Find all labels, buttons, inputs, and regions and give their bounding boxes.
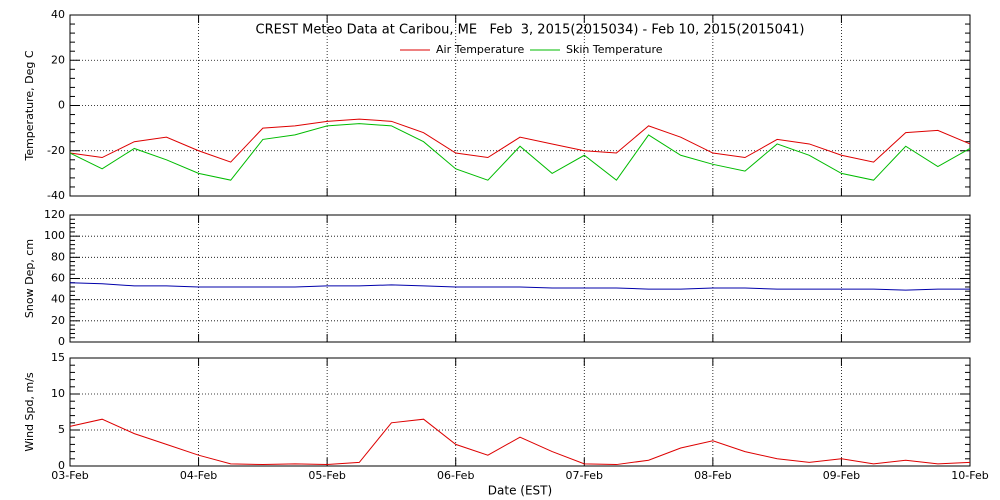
data-line [69,118,971,163]
y-tick-label: 10 [51,387,65,400]
y-tick-label: 60 [51,272,65,285]
plot-frame [69,14,971,197]
x-tick-label: 08-Feb [694,469,731,482]
y-axis-label: Wind Spd, m/s [23,372,36,452]
y-tick-label: -20 [47,144,65,157]
x-tick-label: 07-Feb [566,469,603,482]
y-tick-label: 0 [58,99,65,112]
x-tick-label: 10-Feb [951,469,988,482]
y-tick-label: 100 [44,229,65,242]
y-tick-label: -40 [47,189,65,202]
x-tick-label: 06-Feb [437,469,474,482]
x-tick-label: 09-Feb [823,469,860,482]
y-tick-label: 80 [51,250,65,263]
y-tick-label: 5 [58,423,65,436]
y-tick-label: 20 [51,314,65,327]
y-tick-label: 40 [51,8,65,21]
x-tick-label: 05-Feb [308,469,345,482]
data-line [69,418,971,466]
plot-frame [69,214,971,343]
plot-frame [69,357,971,467]
x-axis-label: Date (EST) [488,484,552,498]
y-tick-label: 120 [44,208,65,221]
x-tick-label: 04-Feb [180,469,217,482]
chart-title: CREST Meteo Data at Caribou, ME Feb 3, 2… [256,23,805,38]
legend-label: Air Temperature [436,43,525,56]
y-tick-label: 20 [51,53,65,66]
y-tick-label: 0 [58,335,65,348]
x-tick-label: 03-Feb [51,469,88,482]
y-axis-label: Snow Dep, cm [23,239,36,318]
y-tick-label: 40 [51,293,65,306]
y-axis-label: Temperature, Deg C [23,50,36,161]
data-line [69,282,970,291]
legend-label: Skin Temperature [566,43,663,56]
y-tick-label: 0 [58,459,65,472]
data-line [69,123,971,181]
y-tick-label: 15 [51,351,65,364]
